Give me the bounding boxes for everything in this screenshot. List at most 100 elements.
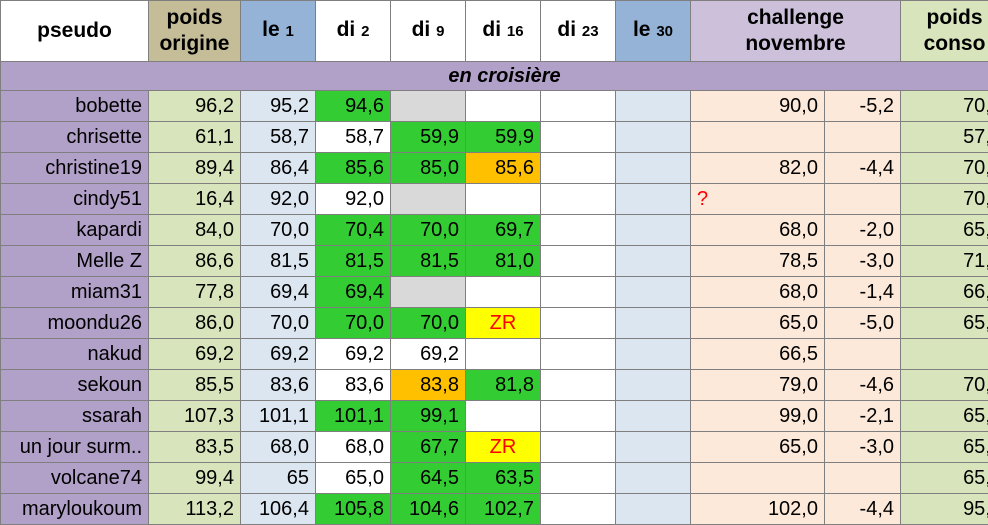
cell-di23 — [540, 369, 616, 401]
cell-di16 — [465, 276, 541, 308]
cell-orig: 69,2 — [148, 338, 241, 370]
cell-di16 — [465, 90, 541, 122]
cell-di23 — [540, 90, 616, 122]
cell-orig: 83,5 — [148, 431, 241, 463]
cell-name: Melle Z — [0, 245, 149, 277]
cell-conso — [900, 338, 988, 370]
cell-le1: 95,2 — [240, 90, 316, 122]
cell-diff: -4,6 — [824, 369, 901, 401]
cell-goal: 66,5 — [690, 338, 825, 370]
cell-di9: 81,5 — [390, 245, 466, 277]
cell-le30 — [615, 152, 691, 184]
cell-le1: 101,1 — [240, 400, 316, 432]
section-band-row: en croisière — [0, 61, 988, 91]
table-row: nakud 69,2 69,2 69,2 69,2 66,5 — [0, 338, 988, 370]
cell-name: volcane74 — [0, 462, 149, 494]
cell-orig: 107,3 — [148, 400, 241, 432]
cell-di2: 70,0 — [315, 307, 391, 339]
cell-name: ssarah — [0, 400, 149, 432]
cell-conso: 65,0 — [900, 462, 988, 494]
cell-diff: -3,0 — [824, 245, 901, 277]
cell-di23 — [540, 431, 616, 463]
header-di-2: di 2 — [315, 0, 391, 62]
cell-conso: 95,0 — [900, 493, 988, 525]
cell-conso: 70,0 — [900, 183, 988, 215]
header-di-9: di 9 — [390, 0, 466, 62]
cell-di23 — [540, 462, 616, 494]
cell-le1: 65 — [240, 462, 316, 494]
cell-conso: 65,0 — [900, 214, 988, 246]
cell-di16 — [465, 183, 541, 215]
cell-di9: 67,7 — [390, 431, 466, 463]
cell-di9 — [390, 90, 466, 122]
cell-di16: 69,7 — [465, 214, 541, 246]
cell-di2: 68,0 — [315, 431, 391, 463]
cell-goal: 99,0 — [690, 400, 825, 432]
cell-di2: 94,6 — [315, 90, 391, 122]
cell-diff — [824, 462, 901, 494]
cell-goal: 102,0 — [690, 493, 825, 525]
cell-goal: 65,0 — [690, 431, 825, 463]
cell-di23 — [540, 245, 616, 277]
cell-di23 — [540, 493, 616, 525]
cell-orig: 86,6 — [148, 245, 241, 277]
cell-di9: 70,0 — [390, 214, 466, 246]
cell-di2: 65,0 — [315, 462, 391, 494]
cell-goal: 68,0 — [690, 276, 825, 308]
cell-di9: 69,2 — [390, 338, 466, 370]
cell-name: cindy51 — [0, 183, 149, 215]
cell-le30 — [615, 400, 691, 432]
cell-le30 — [615, 183, 691, 215]
header-poids-origine: poids origine — [148, 0, 241, 62]
cell-name: nakud — [0, 338, 149, 370]
cell-goal: ? — [690, 183, 825, 215]
cell-orig: 77,8 — [148, 276, 241, 308]
cell-conso: 57,0 — [900, 121, 988, 153]
cell-le30 — [615, 245, 691, 277]
header-di-23: di 23 — [540, 0, 616, 62]
cell-diff: -4,4 — [824, 493, 901, 525]
cell-name: maryloukoum — [0, 493, 149, 525]
section-band-label: en croisière — [0, 61, 988, 91]
cell-di16: 81,0 — [465, 245, 541, 277]
cell-name: christine19 — [0, 152, 149, 184]
cell-goal: 78,5 — [690, 245, 825, 277]
cell-goal: 90,0 — [690, 90, 825, 122]
cell-diff: -5,2 — [824, 90, 901, 122]
cell-conso: 70,0 — [900, 152, 988, 184]
cell-conso: 71,0 — [900, 245, 988, 277]
cell-di16 — [465, 338, 541, 370]
header-row: pseudo poids origine le 1 di 2 di 9 di 16… — [0, 0, 988, 62]
cell-di2: 83,6 — [315, 369, 391, 401]
cell-conso: 70,0 — [900, 90, 988, 122]
cell-conso: 65,0 — [900, 431, 988, 463]
cell-conso: 65,0 — [900, 400, 988, 432]
cell-di16 — [465, 400, 541, 432]
cell-le30 — [615, 214, 691, 246]
cell-diff — [824, 183, 901, 215]
cell-le30 — [615, 307, 691, 339]
cell-di23 — [540, 152, 616, 184]
cell-orig: 61,1 — [148, 121, 241, 153]
cell-le30 — [615, 338, 691, 370]
cell-name: un jour surm.. — [0, 431, 149, 463]
cell-conso: 70,0 — [900, 369, 988, 401]
cell-orig: 85,5 — [148, 369, 241, 401]
cell-le1: 81,5 — [240, 245, 316, 277]
cell-di9: 64,5 — [390, 462, 466, 494]
cell-di9: 70,0 — [390, 307, 466, 339]
cell-goal — [690, 121, 825, 153]
cell-conso: 65,0 — [900, 307, 988, 339]
cell-di2: 85,6 — [315, 152, 391, 184]
cell-di9 — [390, 276, 466, 308]
cell-di23 — [540, 338, 616, 370]
cell-name: kapardi — [0, 214, 149, 246]
cell-name: chrisette — [0, 121, 149, 153]
table-row: Melle Z86,681,581,581,581,078,5-3,071,0 — [0, 245, 988, 277]
